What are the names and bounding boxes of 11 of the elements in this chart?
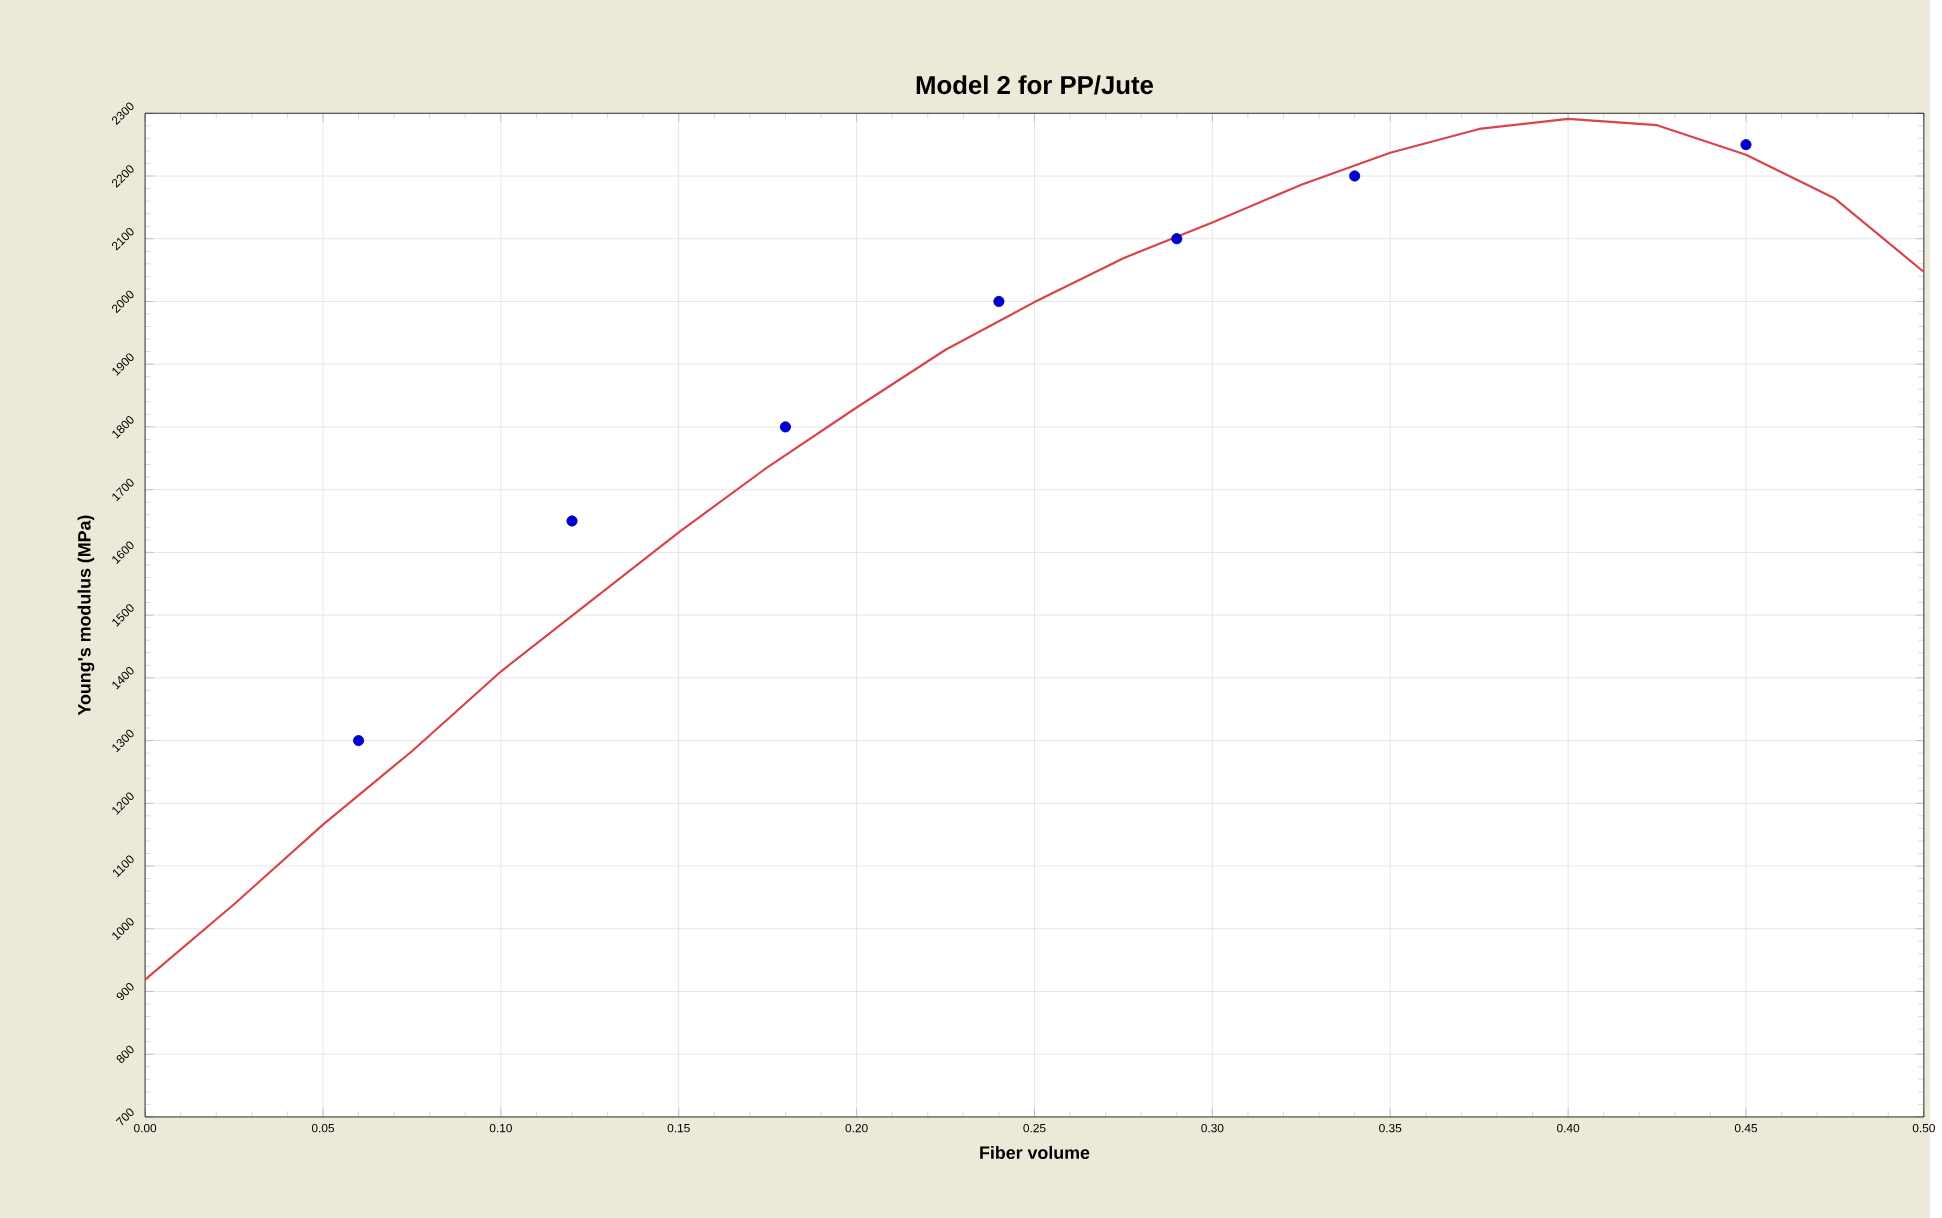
point [353, 734, 365, 746]
x-axis-title: Fiber volume [980, 1145, 1090, 1159]
point [566, 515, 578, 527]
point [1171, 233, 1183, 245]
line-series [145, 117, 1924, 981]
point [1349, 170, 1361, 182]
chart-title: Model 2 for PP/Jute [916, 75, 1154, 95]
point [993, 295, 1005, 307]
point [779, 421, 791, 433]
point [1740, 138, 1752, 151]
y-axis-title: Young's modulus (MPa) [77, 515, 95, 716]
